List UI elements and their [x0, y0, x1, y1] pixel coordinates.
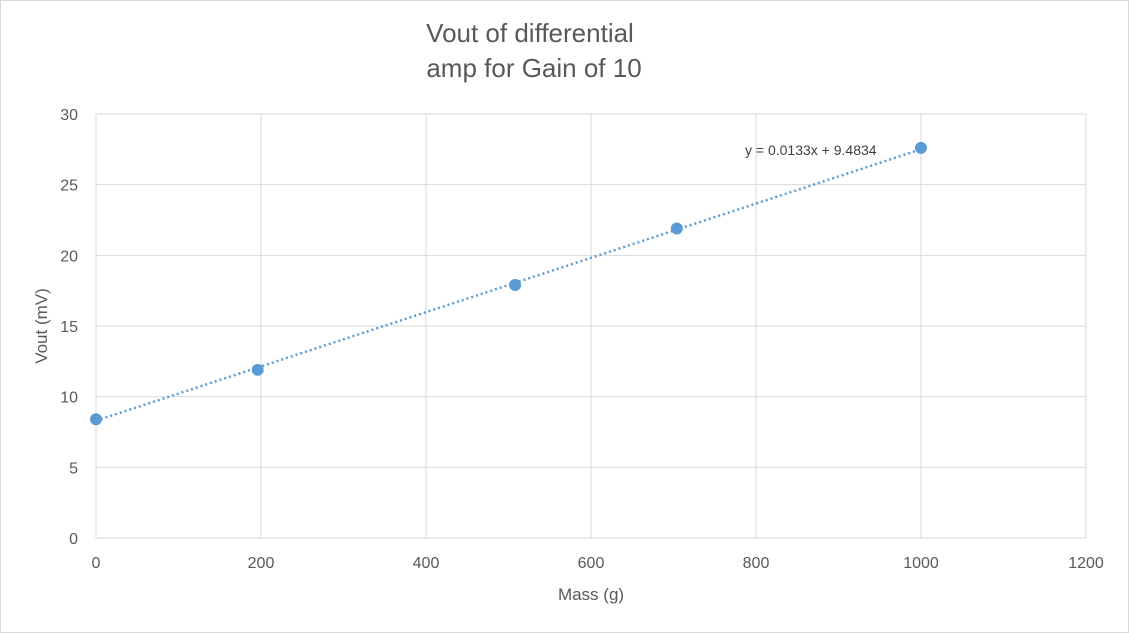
trendline-equation: y = 0.0133x + 9.4834	[745, 142, 877, 158]
x-tick-label: 1200	[1068, 555, 1104, 572]
data-point	[90, 413, 102, 426]
gridlines	[95, 113, 1087, 539]
data-point	[670, 222, 683, 235]
y-tick-label: 15	[60, 319, 78, 336]
y-tick-label: 20	[60, 248, 78, 265]
x-tick-label: 800	[743, 555, 770, 572]
chart-title-line-2: amp for Gain of 10	[426, 53, 642, 83]
x-tick-label: 0	[92, 555, 101, 572]
y-axis-title: Vout (mV)	[32, 288, 51, 364]
x-axis-ticks: 0 200 400 600 800 1000 1200	[92, 555, 1104, 572]
y-tick-label: 0	[69, 531, 78, 548]
x-tick-label: 1000	[903, 555, 939, 572]
trendline	[95, 148, 922, 422]
x-tick-label: 400	[413, 555, 440, 572]
data-point	[509, 279, 522, 292]
y-tick-label: 5	[69, 460, 78, 477]
chart-title-line-1: Vout of differential	[426, 18, 634, 48]
data-point	[915, 141, 927, 154]
y-axis-ticks: 0 5 10 15 20 25 30	[60, 107, 78, 548]
y-tick-label: 30	[60, 107, 78, 124]
x-tick-label: 600	[578, 555, 605, 572]
chart-title: Vout of differential amp for Gain of 10	[360, 16, 700, 86]
data-point	[251, 363, 264, 376]
data-points	[90, 141, 927, 426]
y-tick-label: 25	[60, 178, 78, 195]
x-axis-title: Mass (g)	[558, 585, 624, 604]
y-tick-label: 10	[60, 390, 78, 407]
x-tick-label: 200	[248, 555, 275, 572]
